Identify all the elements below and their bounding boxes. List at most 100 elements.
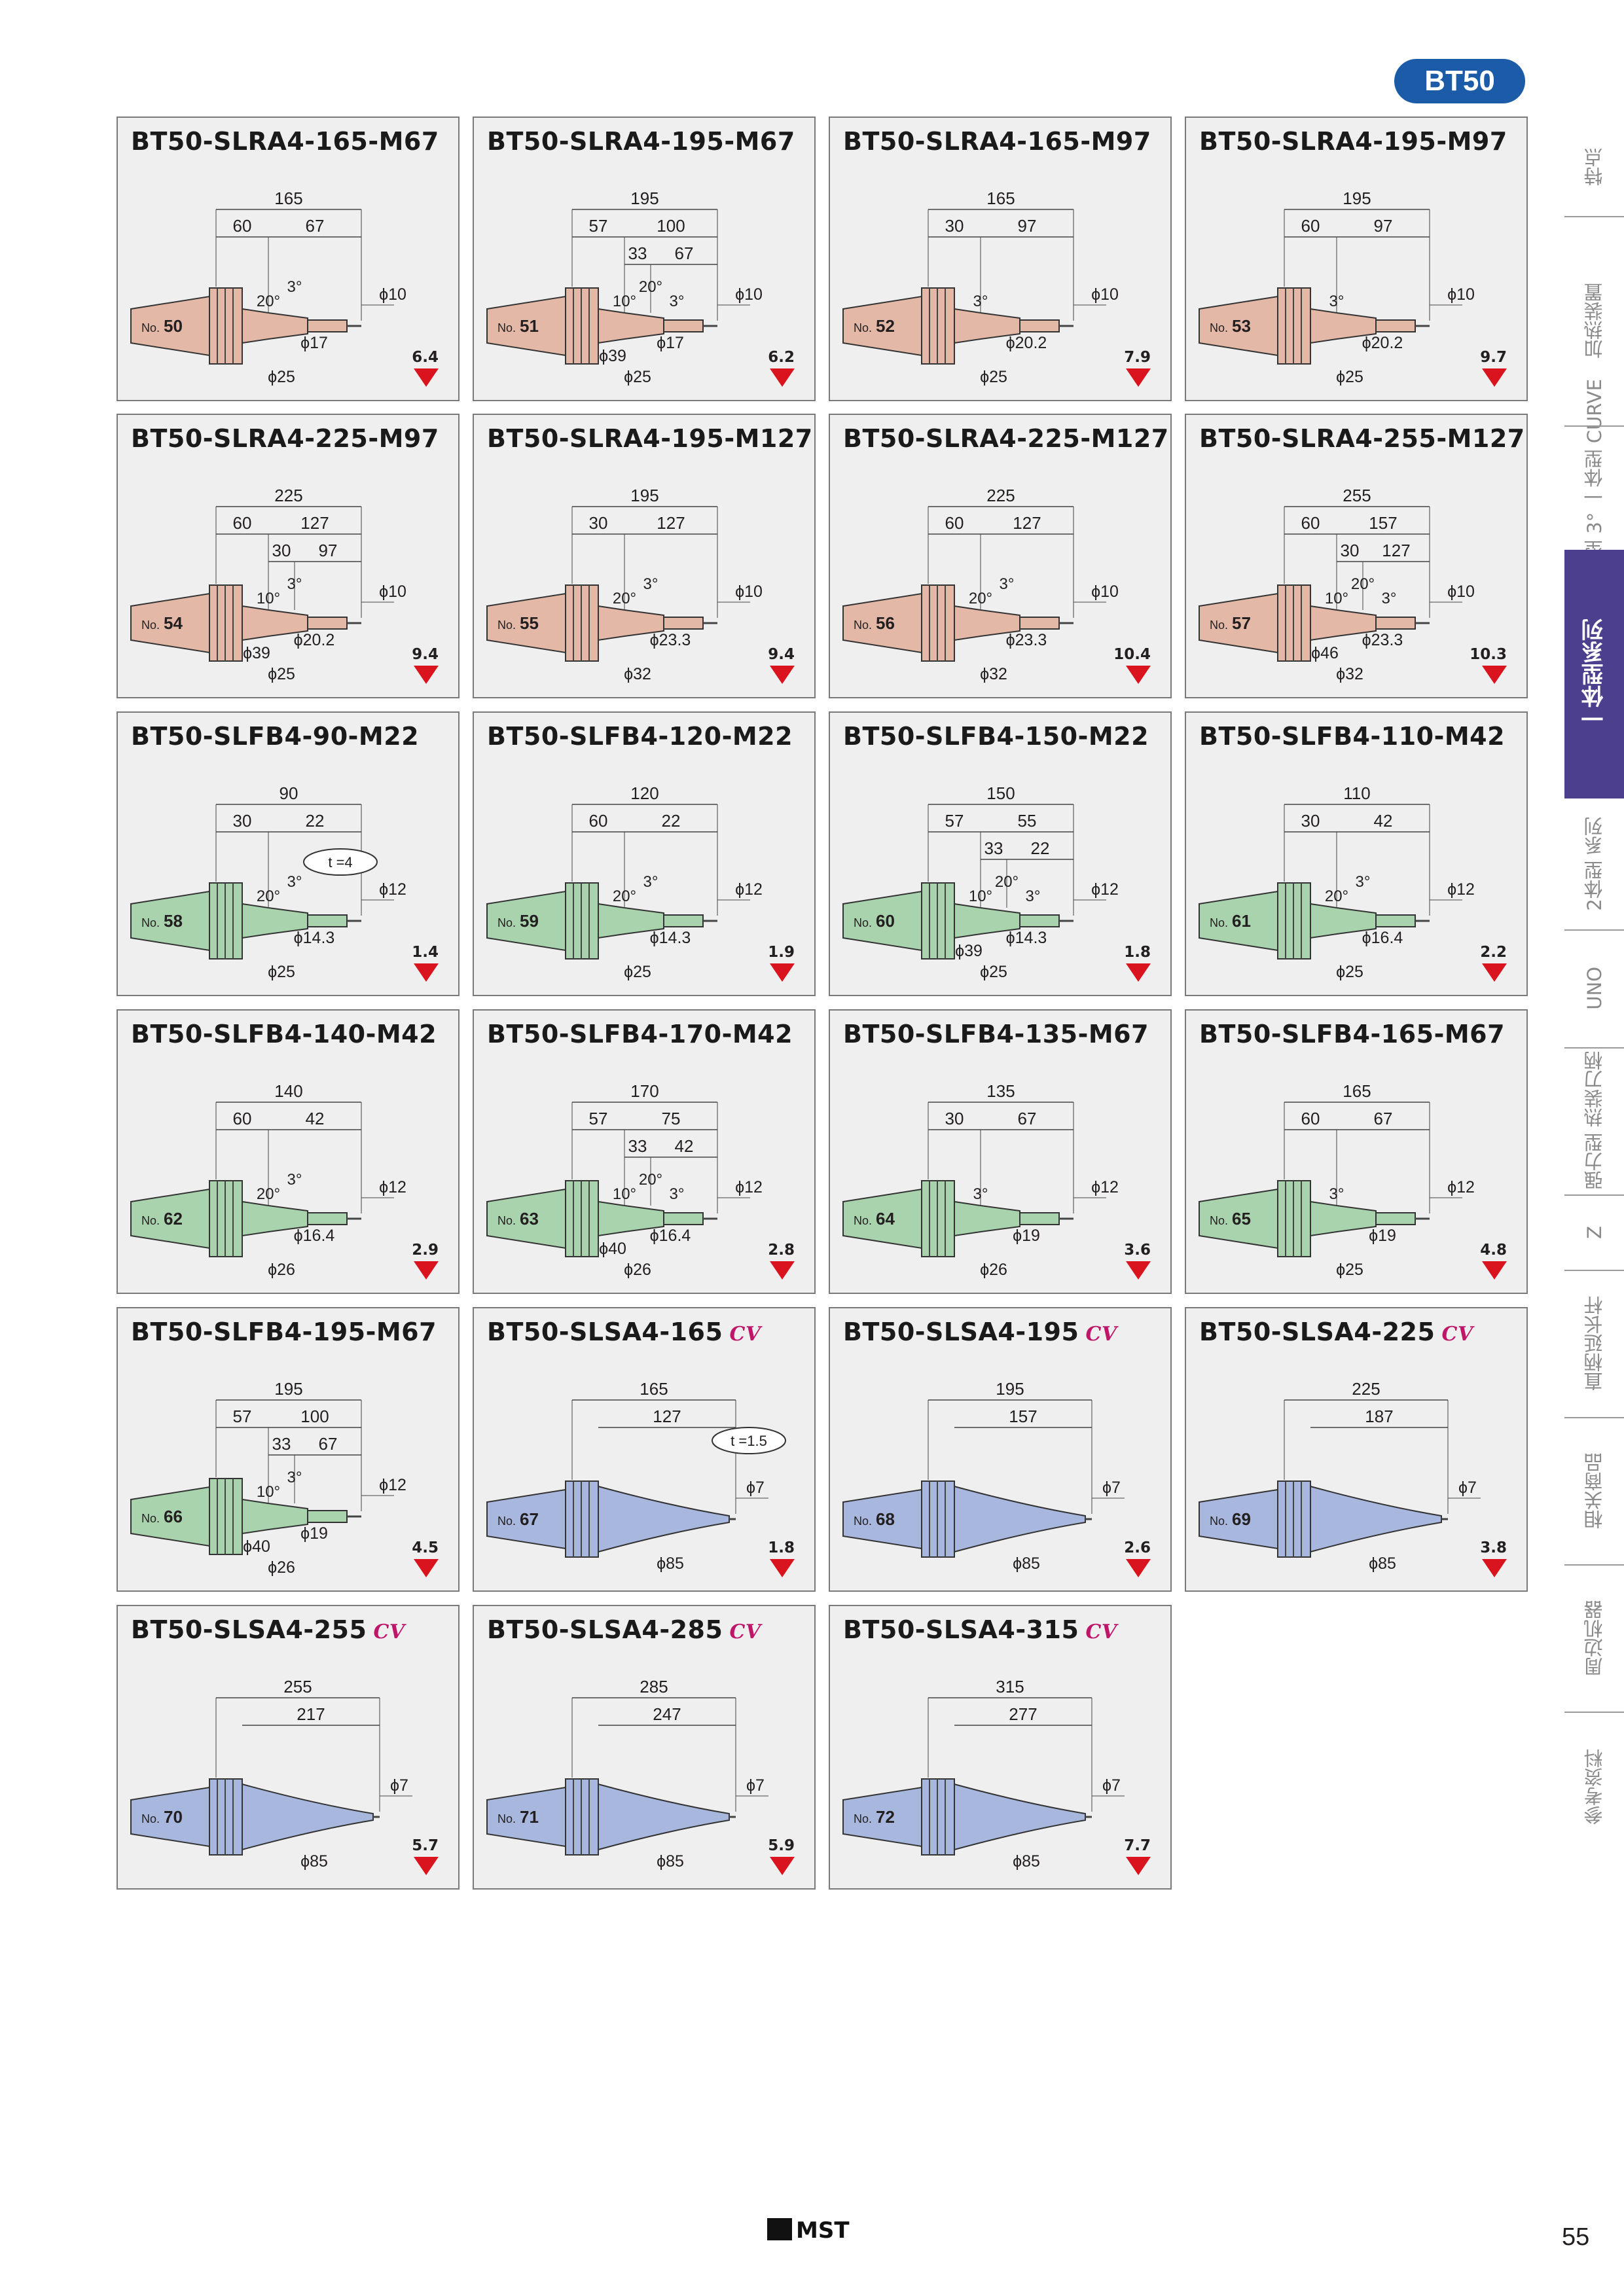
product-number: 51 [520,316,539,336]
dimension-label: 225 [274,486,302,505]
no-prefix: No. [141,321,160,334]
product-card: BT50-SLFB4-90-M22 No. 58 90 30 22 20° 3° ϕ12 ϕ14.… [117,711,460,996]
product-model: BT50-SLFB4-90-M22 [131,722,420,751]
diameter-label: ϕ14.3 [294,929,335,947]
dimension-label: 67 [319,1434,338,1454]
tip-diameter-label: ϕ10 [1447,583,1475,601]
diameter-label: ϕ20.2 [1362,334,1403,352]
product-model: BT50-SLSA4-195 [843,1318,1079,1346]
diameter-label: ϕ39 [599,347,626,365]
product-number: 60 [876,911,895,931]
tip-diameter-label: ϕ12 [1447,880,1475,899]
cv-mark: CV [729,1323,761,1346]
angle-label: 3° [1382,590,1397,607]
dimension-label: 57 [945,811,964,831]
nose-section [1019,914,1060,927]
product-number: 62 [164,1209,183,1229]
tip-diameter-label: ϕ12 [379,1178,406,1196]
nav-item[interactable]: 特点 [1564,118,1624,216]
tip-diameter-label: ϕ10 [735,583,763,601]
weight-kg: 4.5 [412,1539,439,1556]
nav-item[interactable]: 2体型 系列 [1564,798,1624,929]
nose-section [307,914,348,927]
dimension-label: 255 [283,1677,312,1696]
angle-label: 10° [257,590,280,607]
diameter-label: ϕ19 [300,1524,328,1543]
cv-mark: CV [1441,1323,1473,1346]
nav-item[interactable]: 一体型 3° 一体型 CURVE [1564,379,1624,597]
extension-body [242,1498,308,1535]
product-card: BT50-SLRA4-225-M127 No. 56 225 60 127 20° 3° ϕ10… [829,414,1172,698]
nav-item[interactable]: 周边机器 [1564,1564,1624,1712]
diameter-label: ϕ25 [624,368,651,386]
dimension-label: 195 [996,1379,1024,1399]
angle-label: 10° [613,1185,636,1203]
angle-label: 20° [995,873,1019,891]
nose-section [663,319,704,332]
diameter-label: ϕ85 [1013,1554,1040,1573]
angle-label: 20° [613,590,636,607]
tip-diameter-label: ϕ12 [735,1178,763,1196]
nav-item[interactable]: 一体型系列 [1564,550,1624,798]
tool-drawing: No. 68 195 157 ϕ7 ϕ85 [842,1379,1125,1573]
dimension-label: 57 [233,1407,252,1426]
diameter-label: ϕ25 [980,963,1007,981]
product-title: BT50-SLRA4-195-M97 [1199,127,1507,156]
product-model: BT50-SLRA4-225-M97 [131,424,439,453]
no-prefix: No. [141,619,160,632]
extension-body [954,1200,1020,1237]
no-prefix: No. [854,916,872,929]
t-note-oval [712,1427,786,1454]
dimension-label: 22 [1031,838,1050,858]
tool-drawing: No. 54 225 60 127 30 97 10° 3° ϕ10 ϕ20.2 ϕ39 ϕ25 [130,486,406,683]
product-number: 50 [164,316,183,336]
tool-drawing: No. 70 255 217 ϕ7 ϕ85 [130,1677,412,1871]
tapered-body [598,1783,730,1851]
diameter-label: ϕ19 [1369,1227,1396,1245]
angle-label: 3° [1356,873,1371,891]
product-model: BT50-SLRA4-255-M127 [1199,424,1525,453]
dimension-label: 30 [945,216,964,236]
nav-item-label: 强力型 热装刀柄 [1583,1051,1606,1191]
product-number: 54 [164,613,183,633]
product-model: BT50-SLFB4-165-M67 [1199,1020,1506,1049]
dimension-label: 67 [675,243,694,263]
product-number: 56 [876,613,895,633]
nav-item[interactable]: 参考资料 [1564,1712,1624,1862]
logo-mark-icon [767,2218,792,2240]
product-number: 67 [520,1509,539,1529]
diameter-label: ϕ23.3 [1006,631,1047,649]
product-card: BT50-SLRA4-195-M67 No. 51 195 57 100 33 67 10° 20… [473,117,816,401]
nav-item[interactable]: Z [1564,1194,1624,1270]
dimension-label: 33 [628,1136,647,1156]
product-card: BT50-SLFB4-150-M22 No. 60 150 57 55 33 22 10° 20°… [829,711,1172,996]
dimension-label: 97 [319,541,338,560]
tool-drawing: No. 57 255 60 157 30 127 10°20° 3° ϕ10 ϕ23.3 ϕ46 ϕ32 [1199,486,1475,683]
nav-item[interactable]: 直柄延长杆 [1564,1270,1624,1417]
angle-label: 3° [287,1469,302,1486]
dimension-label: 135 [986,1081,1015,1101]
angle-label: 3° [287,278,302,296]
no-prefix: No. [141,1512,160,1525]
angle-label: 3° [1000,575,1015,593]
dimension-label: 97 [1018,216,1037,236]
dimension-label: 195 [630,486,659,505]
product-title: BT50-SLSA4-285 CV [487,1615,761,1644]
product-number: 57 [1232,613,1251,633]
nav-item-label: 直柄延长杆 [1583,1296,1606,1391]
extension-body [1310,1200,1377,1237]
tool-drawing: No. 69 225 187 ϕ7 ϕ85 [1199,1379,1481,1573]
nav-divider [1564,1270,1624,1271]
nav-item[interactable]: 相关商品 [1564,1417,1624,1564]
product-number: 66 [164,1507,183,1526]
extension-body [598,308,664,344]
product-model: BT50-SLRA4-195-M127 [487,424,813,453]
dimension-label: 42 [306,1109,325,1128]
nav-item[interactable]: UNO [1564,929,1624,1047]
angle-label: 3° [287,873,302,891]
nav-item[interactable]: 强力型 热装刀柄 [1564,1047,1624,1194]
nav-divider [1564,1564,1624,1566]
angle-label: 10° [1325,590,1348,607]
dimension-label: 97 [1374,216,1393,236]
nav-item-label: 参考资料 [1583,1749,1606,1825]
